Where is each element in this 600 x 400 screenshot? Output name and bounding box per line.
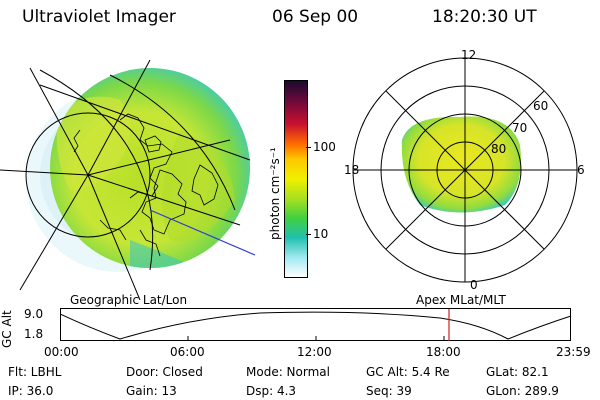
mlt-label-left: 18 [344,163,359,177]
info-mode: Mode: Normal [246,365,330,379]
altitude-xtick-0000: 00:00 [44,345,79,359]
image-date: 06 Sep 00 [272,7,359,27]
info-filter: Flt: LBHL [8,365,62,379]
orbit-altitude-plot [60,308,572,341]
altitude-curve [60,311,572,340]
info-gc-alt: GC Alt: 5.4 Re [366,365,450,379]
info-glat: GLat: 82.1 [486,365,549,379]
lat-label-60: 60 [533,99,548,113]
colorbar-unit-label: photon cm⁻²s⁻¹ [268,147,282,240]
right-map-label: Apex MLat/MLT [416,293,506,307]
altitude-xtick-0600: 06:00 [170,345,205,359]
colorbar-label-100: 100 [313,140,336,154]
altitude-ytick-max: 9.0 [24,307,44,321]
info-door: Door: Closed [126,365,203,379]
lat-label-80: 80 [491,142,506,156]
auroral-oval [401,116,521,213]
altitude-ytick-min: 1.8 [24,327,44,341]
colorbar-label-10: 10 [313,227,329,241]
altitude-ylabel: GC Alt [0,310,14,348]
instrument-title: Ultraviolet Imager [22,7,176,27]
altitude-xtick-2359: 23:59 [556,345,591,359]
lat-lon-grid [0,59,251,300]
info-dsp: Dsp: 4.3 [246,384,297,398]
mlt-label-bottom: 0 [470,278,478,290]
lat-label-70: 70 [512,121,527,135]
colorbar-tick-10 [306,234,311,235]
info-gain: Gain: 13 [126,384,177,398]
mlt-label-top: 12 [461,48,476,62]
intensity-colorbar [284,80,308,278]
altitude-xtick-1200: 12:00 [297,345,332,359]
magnetic-polar-plot: 12 18 6 0 60 70 80 [344,48,585,290]
left-map-label: Geographic Lat/Lon [70,293,188,307]
info-glon: GLon: 289.9 [486,384,559,398]
colorbar-tick-100 [306,147,311,148]
image-time: 18:20:30 UT [432,7,537,27]
info-ip: IP: 36.0 [8,384,54,398]
geographic-aurora-image [0,59,256,300]
altitude-xtick-1800: 18:00 [426,345,461,359]
mlt-label-right: 6 [577,163,585,177]
info-seq: Seq: 39 [366,384,412,398]
coastlines [73,113,219,257]
terminator-line [149,209,256,256]
